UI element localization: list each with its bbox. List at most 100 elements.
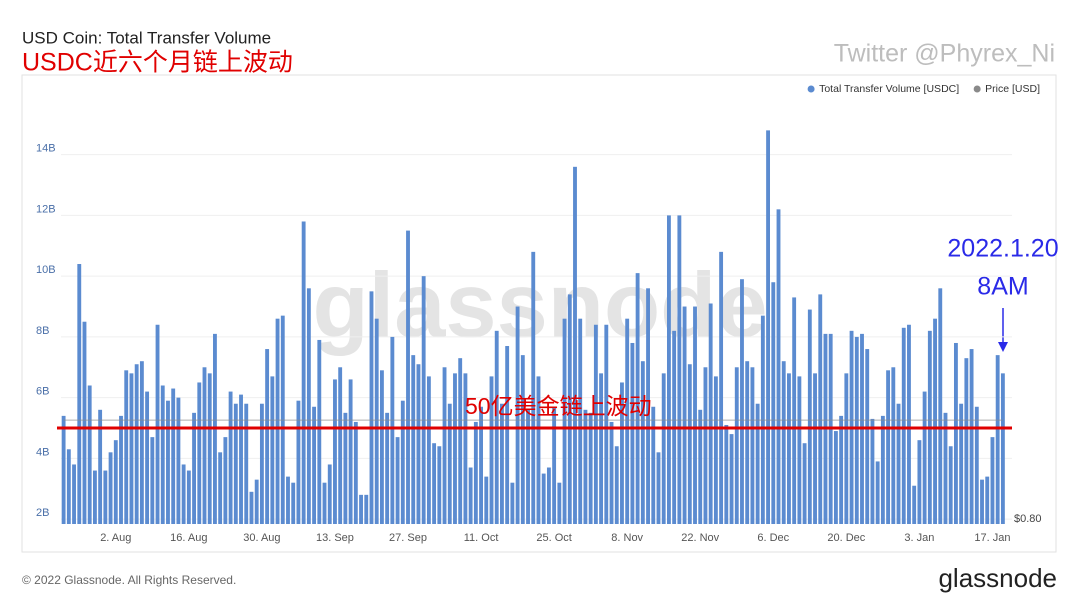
bar [974, 406, 979, 524]
bar [254, 479, 259, 524]
bar [395, 437, 400, 524]
bar [103, 470, 108, 524]
bar [385, 412, 390, 524]
bar [912, 485, 917, 524]
y2-tick-label: $0.80 [1014, 513, 1042, 525]
bar [186, 470, 191, 524]
bar [959, 403, 964, 524]
legend-marker [973, 85, 981, 93]
bar [359, 494, 363, 524]
bar [338, 367, 343, 524]
bar [87, 385, 92, 524]
x-tick-label: 6. Dec [757, 532, 789, 544]
bar [171, 388, 176, 524]
bar [291, 482, 296, 524]
bar [145, 391, 150, 524]
bar [698, 409, 703, 524]
bar [239, 394, 243, 524]
bar [520, 355, 525, 524]
bar [833, 431, 838, 524]
bar [917, 440, 922, 524]
bar [593, 324, 598, 524]
bar [364, 494, 369, 524]
bar [505, 346, 510, 524]
bar [348, 379, 353, 524]
bar [510, 482, 515, 524]
bar [787, 373, 791, 524]
bar [802, 443, 807, 524]
bar [985, 476, 990, 524]
bar [484, 476, 489, 524]
bar [656, 452, 661, 524]
bar [249, 491, 254, 524]
x-tick-label: 20. Dec [827, 532, 865, 544]
x-tick-label: 17. Jan [974, 532, 1010, 544]
bar [379, 370, 384, 524]
bar [134, 364, 139, 524]
bar [865, 349, 870, 524]
bar [922, 391, 927, 524]
bar [473, 421, 478, 524]
x-tick-label: 27. Sep [389, 532, 427, 544]
bar [77, 264, 82, 524]
bar [969, 349, 974, 524]
bar [489, 376, 494, 524]
bar [875, 461, 880, 524]
bar [500, 403, 504, 524]
x-tick-label: 8. Nov [611, 532, 643, 544]
bar [604, 324, 609, 524]
bar [192, 412, 196, 524]
bar [995, 355, 1000, 524]
arrow-head [998, 342, 1008, 352]
bar [625, 318, 630, 524]
bar [98, 409, 103, 524]
bar [599, 373, 604, 524]
bar [531, 251, 536, 524]
bar [463, 373, 468, 524]
bar [72, 464, 76, 524]
bar [400, 400, 405, 524]
bar [990, 437, 995, 524]
bar [468, 467, 473, 524]
bar [541, 473, 546, 524]
bar [719, 251, 724, 524]
bar [813, 373, 817, 524]
bar [426, 376, 431, 524]
bar [640, 361, 645, 524]
bar [312, 406, 317, 524]
bar [374, 318, 379, 524]
bar [677, 215, 682, 524]
bar [745, 361, 750, 524]
bar [536, 376, 541, 524]
bar [526, 409, 530, 524]
bar [150, 437, 155, 524]
bar [661, 373, 666, 524]
bar [82, 321, 87, 524]
bar [61, 415, 66, 524]
bar [891, 367, 896, 524]
x-tick-label: 22. Nov [681, 532, 719, 544]
x-tick-label: 25. Oct [536, 532, 571, 544]
bar [259, 403, 264, 524]
bar [265, 349, 270, 524]
bar [301, 221, 306, 524]
bar [437, 446, 442, 524]
x-tick-label: 11. Oct [464, 532, 499, 544]
bar [228, 391, 233, 524]
bar [980, 479, 984, 524]
bar [1000, 373, 1005, 524]
y-tick-label: 6B [36, 386, 49, 398]
bar [708, 303, 713, 524]
bar [953, 342, 958, 524]
bar [630, 342, 635, 524]
bar [286, 476, 290, 524]
bar [202, 367, 207, 524]
bar [614, 446, 619, 524]
bar [119, 415, 123, 524]
bar [713, 376, 718, 524]
bar [317, 339, 322, 524]
bar [693, 306, 697, 524]
bar [139, 361, 144, 524]
bar [750, 367, 755, 524]
